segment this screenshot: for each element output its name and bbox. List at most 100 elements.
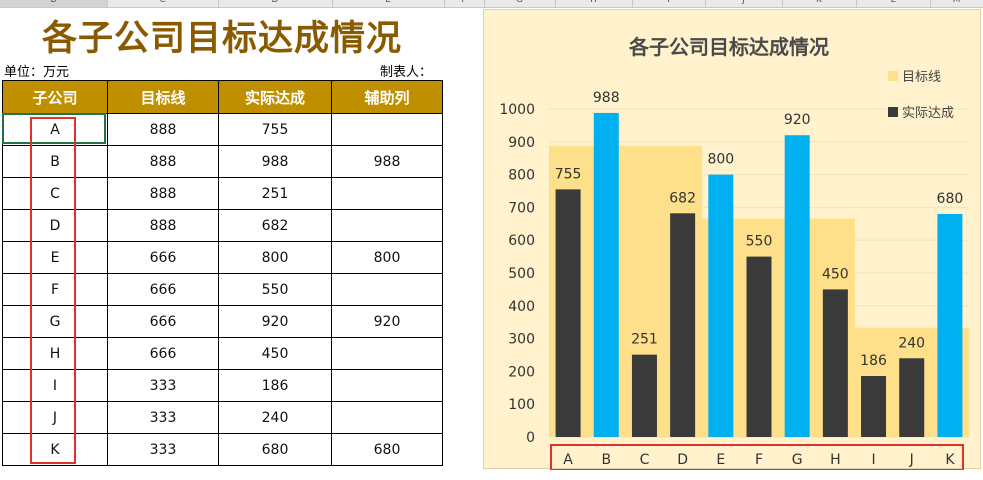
y-tick-label: 600 bbox=[508, 233, 535, 249]
data-label: 920 bbox=[784, 112, 811, 128]
header-cell[interactable]: 子公司 bbox=[2, 80, 108, 114]
actual-bar bbox=[822, 289, 848, 437]
legend-label-target: 目标线 bbox=[902, 70, 941, 85]
x-tick-label: H bbox=[830, 452, 841, 468]
chart-title: 各子公司目标达成情况 bbox=[628, 35, 829, 59]
y-tick-label: 800 bbox=[508, 168, 535, 184]
table-cell[interactable] bbox=[331, 273, 443, 306]
chart-area[interactable]: 各子公司目标达成情况 0 100 200 300 400 500 600 700 800 900 10… bbox=[483, 9, 981, 470]
actual-bar bbox=[708, 174, 734, 437]
table-row: G 666 920 920 bbox=[2, 305, 443, 338]
legend-swatch-target bbox=[888, 71, 898, 81]
table-cell[interactable]: 682 bbox=[218, 209, 332, 242]
table-cell[interactable]: J bbox=[2, 401, 108, 434]
column-header-k[interactable]: K bbox=[816, 0, 822, 5]
column-header-m[interactable]: M bbox=[952, 0, 961, 5]
legend-swatch-actual bbox=[888, 107, 898, 117]
table-cell[interactable]: 550 bbox=[218, 273, 332, 306]
column-header-d[interactable]: D bbox=[271, 0, 279, 5]
column-header-g[interactable]: G bbox=[516, 0, 523, 5]
data-table: 子公司 目标线 实际达成 辅助列 A 888 755 B 888 988 988 C 888 25… bbox=[2, 80, 443, 466]
column-separator bbox=[632, 0, 633, 7]
column-header-c[interactable]: C bbox=[159, 0, 166, 5]
table-cell[interactable]: 888 bbox=[107, 145, 219, 178]
table-cell[interactable]: 251 bbox=[218, 177, 332, 210]
table-cell[interactable]: 240 bbox=[218, 401, 332, 434]
column-header-h[interactable]: H bbox=[590, 0, 597, 5]
x-tick-label: C bbox=[640, 452, 650, 468]
table-cell[interactable] bbox=[331, 177, 443, 210]
table-cell[interactable]: 680 bbox=[218, 433, 332, 466]
table-cell[interactable]: 988 bbox=[331, 145, 443, 178]
table-cell[interactable]: 888 bbox=[107, 113, 219, 146]
data-label: 186 bbox=[860, 353, 887, 369]
x-tick-label: E bbox=[716, 452, 725, 468]
header-cell[interactable]: 实际达成 bbox=[218, 80, 332, 114]
table-cell[interactable]: 186 bbox=[218, 369, 332, 402]
column-separator bbox=[107, 0, 108, 7]
table-row: B 888 988 988 bbox=[2, 145, 443, 178]
column-header-l[interactable]: L bbox=[890, 0, 896, 5]
actual-bar bbox=[555, 189, 581, 437]
x-tick-label: I bbox=[871, 452, 875, 468]
actual-bar bbox=[593, 112, 619, 437]
actual-bar bbox=[937, 213, 963, 437]
highlight-box-company-column bbox=[30, 117, 76, 464]
y-tick-label: 400 bbox=[508, 299, 535, 315]
header-cell[interactable]: 目标线 bbox=[107, 80, 219, 114]
table-cell[interactable] bbox=[331, 209, 443, 242]
table-cell[interactable] bbox=[331, 369, 443, 402]
table-cell[interactable]: F bbox=[2, 273, 108, 306]
column-header-b[interactable]: B bbox=[50, 0, 57, 5]
y-tick-label: 900 bbox=[508, 135, 535, 151]
table-cell[interactable] bbox=[331, 113, 443, 146]
data-label: 550 bbox=[746, 234, 773, 250]
column-header-f[interactable]: F bbox=[461, 0, 467, 5]
actual-bar bbox=[631, 354, 657, 437]
table-cell[interactable]: 888 bbox=[107, 177, 219, 210]
table-cell[interactable]: 450 bbox=[218, 337, 332, 370]
selected-cell-outline bbox=[2, 113, 106, 144]
header-cell[interactable]: 辅助列 bbox=[331, 80, 443, 114]
maker-label: 制表人： bbox=[380, 65, 433, 80]
data-label: 800 bbox=[707, 152, 734, 168]
table-cell[interactable]: 333 bbox=[107, 401, 219, 434]
table-cell[interactable]: 666 bbox=[107, 305, 219, 338]
column-separator bbox=[218, 0, 219, 7]
table-cell[interactable]: D bbox=[2, 209, 108, 242]
table-cell[interactable]: B bbox=[2, 145, 108, 178]
column-header-j[interactable]: J bbox=[742, 0, 745, 5]
table-cell[interactable]: 988 bbox=[218, 145, 332, 178]
data-label: 251 bbox=[631, 332, 658, 348]
x-tick-label: G bbox=[792, 452, 803, 468]
table-cell[interactable]: 680 bbox=[331, 433, 443, 466]
table-cell[interactable]: 666 bbox=[107, 337, 219, 370]
table-row: J 333 240 bbox=[2, 401, 443, 434]
table-cell[interactable] bbox=[331, 337, 443, 370]
y-tick-label: 100 bbox=[508, 397, 535, 413]
table-cell[interactable]: 666 bbox=[107, 241, 219, 274]
table-cell[interactable]: 333 bbox=[107, 433, 219, 466]
table-cell[interactable]: 755 bbox=[218, 113, 332, 146]
data-label: 755 bbox=[555, 166, 582, 182]
table-cell[interactable] bbox=[331, 401, 443, 434]
y-tick-label: 200 bbox=[508, 364, 535, 380]
table-cell[interactable]: 800 bbox=[331, 241, 443, 274]
table-row: F 666 550 bbox=[2, 273, 443, 306]
table-cell[interactable]: 333 bbox=[107, 369, 219, 402]
table-row: D 888 682 bbox=[2, 209, 443, 242]
column-separator bbox=[484, 0, 485, 7]
table-cell[interactable]: H bbox=[2, 337, 108, 370]
data-label: 240 bbox=[898, 335, 925, 351]
column-header-e[interactable]: E bbox=[385, 0, 391, 5]
x-tick-label: D bbox=[677, 452, 688, 468]
column-header-i[interactable]: I bbox=[667, 0, 670, 5]
sheet-title: 各子公司目标达成情况 bbox=[41, 19, 402, 59]
table-cell[interactable]: 888 bbox=[107, 209, 219, 242]
table-cell[interactable]: 920 bbox=[331, 305, 443, 338]
table-cell[interactable]: 920 bbox=[218, 305, 332, 338]
table-cell[interactable]: K bbox=[2, 433, 108, 466]
table-cell[interactable]: 800 bbox=[218, 241, 332, 274]
y-tick-label: 0 bbox=[526, 430, 535, 446]
table-cell[interactable]: 666 bbox=[107, 273, 219, 306]
